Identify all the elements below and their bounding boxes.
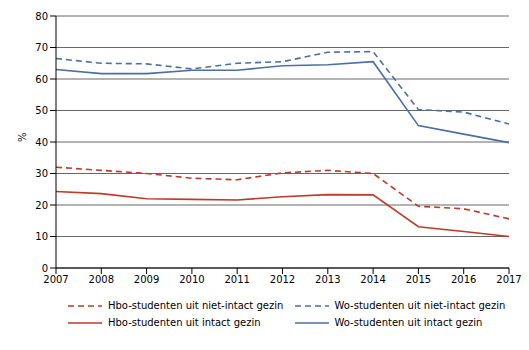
svg-text:2015: 2015 bbox=[406, 274, 431, 285]
svg-text:2016: 2016 bbox=[451, 274, 476, 285]
svg-text:30: 30 bbox=[35, 168, 48, 179]
svg-text:2017: 2017 bbox=[496, 274, 521, 285]
html-text:Wo-studenten uit niet-intact g: Wo-studenten uit niet-intact gezin bbox=[334, 300, 506, 311]
svg-text:2014: 2014 bbox=[360, 274, 385, 285]
svg-text:40: 40 bbox=[35, 137, 48, 148]
svg-text:0: 0 bbox=[42, 263, 48, 274]
html-text:Hbo-studenten uit intact gezin: Hbo-studenten uit intact gezin bbox=[108, 317, 261, 328]
svg-text:10: 10 bbox=[35, 231, 48, 242]
svg-text:70: 70 bbox=[35, 42, 48, 53]
svg-text:2011: 2011 bbox=[224, 274, 249, 285]
svg-text:2009: 2009 bbox=[134, 274, 159, 285]
svg-text:2007: 2007 bbox=[43, 274, 68, 285]
svg-text:2008: 2008 bbox=[89, 274, 114, 285]
svg-text:20: 20 bbox=[35, 200, 48, 211]
svg-text:50: 50 bbox=[35, 105, 48, 116]
svg-text:60: 60 bbox=[35, 74, 48, 85]
html-text:Wo-studenten uit intact gezin: Wo-studenten uit intact gezin bbox=[334, 317, 483, 328]
svg-text:%: % bbox=[17, 132, 28, 142]
svg-text:80: 80 bbox=[35, 11, 48, 22]
svg-text:2013: 2013 bbox=[315, 274, 340, 285]
svg-text:2010: 2010 bbox=[179, 274, 204, 285]
html-text:Hbo-studenten uit niet-intact: Hbo-studenten uit niet-intact gezin bbox=[108, 300, 284, 311]
svg-text:2012: 2012 bbox=[270, 274, 295, 285]
